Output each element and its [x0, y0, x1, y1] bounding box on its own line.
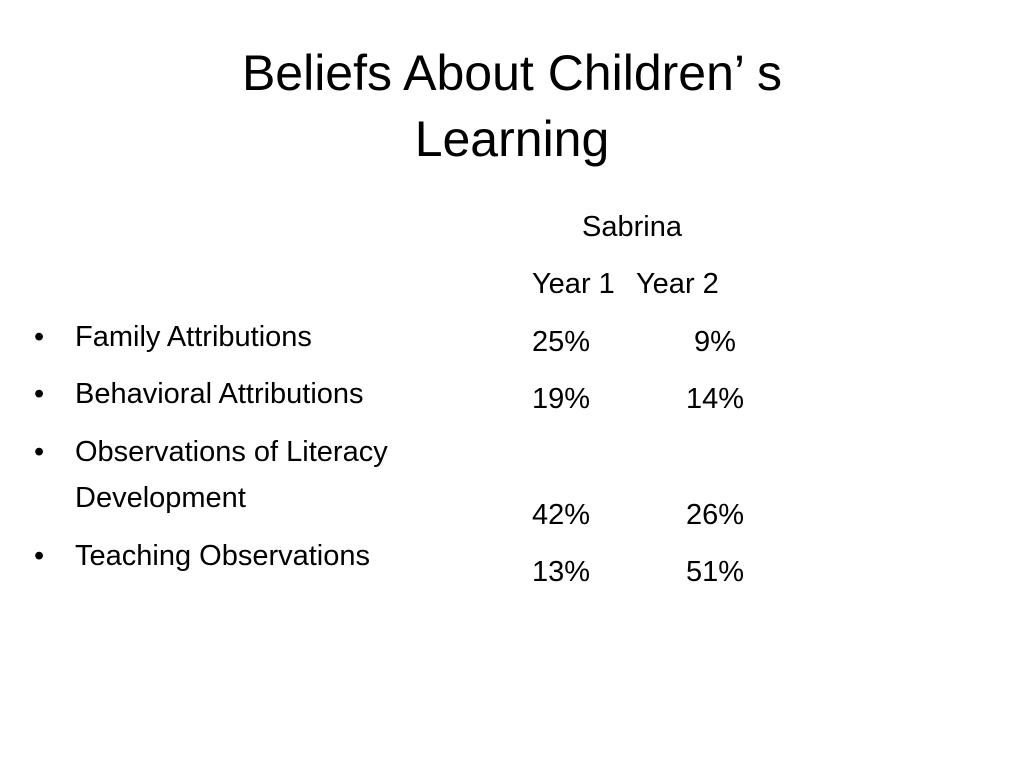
table-cell: 13%	[532, 556, 591, 588]
bullet-dot: •	[34, 540, 45, 572]
bullet-dot: •	[34, 321, 45, 353]
bullet: Behavioral Attributions	[75, 378, 364, 410]
table-cell: 42%	[532, 499, 591, 531]
table-cell: 26%	[686, 499, 745, 531]
table-cell: 25%	[532, 326, 591, 358]
slide-title: Beliefs About Children’ s Learning	[241, 45, 783, 167]
table-cell: 14%	[686, 383, 745, 415]
column-header: Year 1	[532, 268, 615, 300]
bullet-dot: •	[34, 378, 45, 410]
table-cell: 19%	[532, 383, 591, 415]
bullet: Family Attributions	[75, 321, 312, 353]
bullet: Observations of Literacy Development	[75, 436, 388, 514]
bullet-dot: •	[34, 436, 45, 468]
bullet: Teaching Observations	[75, 540, 370, 572]
table-cell: 9%	[694, 326, 736, 358]
column-header: Year 2	[636, 268, 719, 300]
table-header: Sabrina	[582, 211, 682, 243]
table-cell: 51%	[686, 556, 745, 588]
